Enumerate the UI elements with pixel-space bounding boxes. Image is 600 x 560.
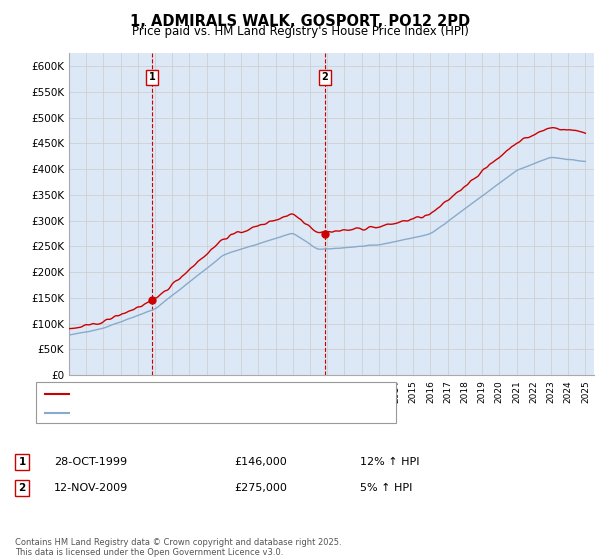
Text: 1, ADMIRALS WALK, GOSPORT, PO12 2PD (detached house): 1, ADMIRALS WALK, GOSPORT, PO12 2PD (det… [73,389,364,399]
Text: 1: 1 [19,457,26,467]
Text: HPI: Average price, detached house, Gosport: HPI: Average price, detached house, Gosp… [73,408,293,418]
Text: Contains HM Land Registry data © Crown copyright and database right 2025.
This d: Contains HM Land Registry data © Crown c… [15,538,341,557]
Text: £275,000: £275,000 [234,483,287,493]
Text: 1, ADMIRALS WALK, GOSPORT, PO12 2PD: 1, ADMIRALS WALK, GOSPORT, PO12 2PD [130,14,470,29]
Text: 12-NOV-2009: 12-NOV-2009 [54,483,128,493]
Text: 1: 1 [149,72,155,82]
Text: £146,000: £146,000 [234,457,287,467]
Text: Price paid vs. HM Land Registry's House Price Index (HPI): Price paid vs. HM Land Registry's House … [131,25,469,38]
Text: 12% ↑ HPI: 12% ↑ HPI [360,457,419,467]
Text: 5% ↑ HPI: 5% ↑ HPI [360,483,412,493]
Text: 2: 2 [19,483,26,493]
Text: 28-OCT-1999: 28-OCT-1999 [54,457,127,467]
Text: 2: 2 [322,72,328,82]
